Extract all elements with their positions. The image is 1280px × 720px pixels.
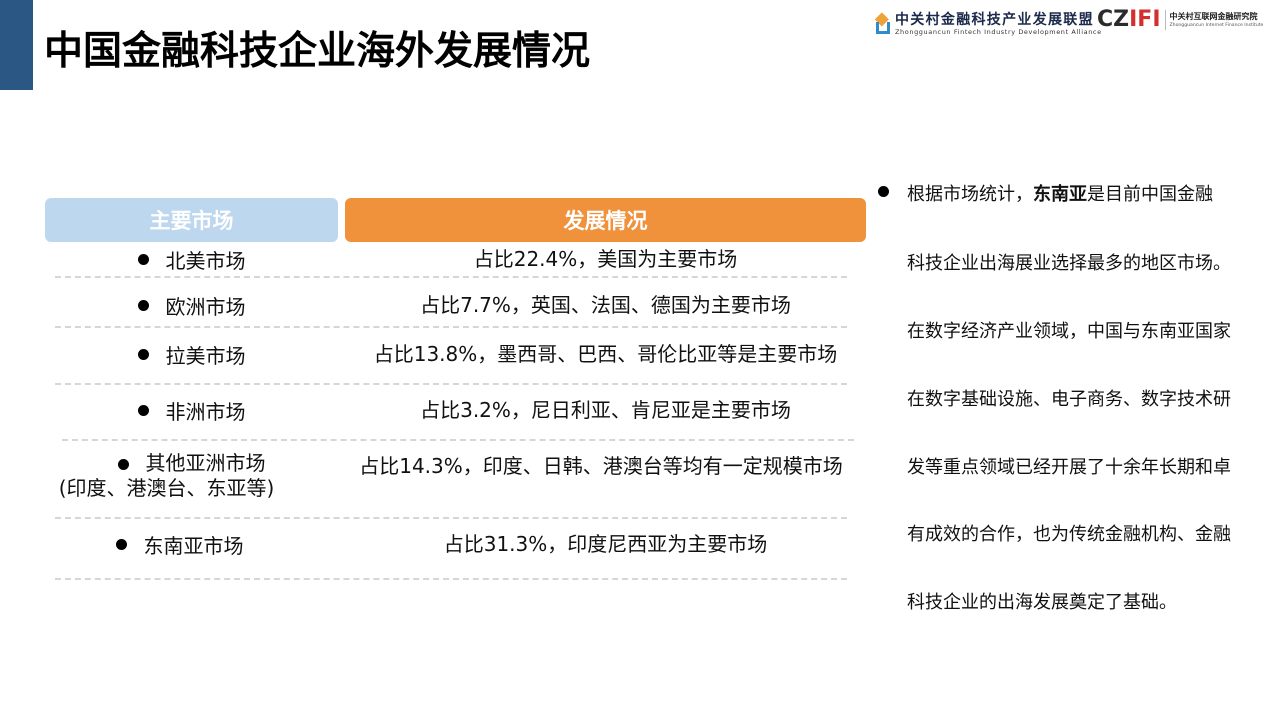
status-cell: 占比13.8%，墨西哥、巴西、哥伦比亚等是主要市场 bbox=[373, 342, 838, 366]
column-header-market: 主要市场 bbox=[45, 198, 338, 242]
row-divider bbox=[55, 517, 847, 519]
status-cell: 占比7.7%，英国、法国、德国为主要市场 bbox=[420, 293, 791, 317]
row-divider bbox=[62, 439, 854, 441]
title-accent-bar bbox=[0, 0, 33, 90]
institute-name-en: Zhongguancun Internet Finance Institute bbox=[1169, 22, 1264, 28]
summary-line: 在数字经济产业领域，中国与东南亚国家 bbox=[907, 321, 1231, 342]
market-cell: 北美市场 bbox=[45, 244, 338, 274]
bullet-icon bbox=[115, 538, 127, 550]
alliance-logo-icon bbox=[874, 12, 892, 35]
market-cell: 非洲市场 bbox=[45, 395, 338, 425]
row-divider bbox=[55, 578, 847, 580]
summary-line: 根据市场统计，东南亚是目前中国金融 bbox=[907, 184, 1213, 205]
czifi-logo-mark: CZIFI bbox=[1097, 7, 1161, 32]
row-divider bbox=[55, 276, 847, 278]
bullet-icon bbox=[878, 186, 889, 197]
status-cell: 占比14.3%，印度、日韩、港澳台等均有一定规模市场 bbox=[359, 454, 843, 478]
summary-line: 科技企业的出海发展奠定了基础。 bbox=[907, 592, 1177, 613]
market-label: 非洲市场 bbox=[165, 399, 246, 424]
summary-line: 科技企业出海展业选择最多的地区市场。 bbox=[907, 253, 1231, 274]
market-cell: 其他亚洲市场 (印度、港澳台、东亚等) bbox=[45, 451, 338, 501]
bullet-icon bbox=[137, 404, 149, 416]
column-header-status: 发展情况 bbox=[345, 198, 866, 242]
market-label: 北美市场 bbox=[165, 248, 246, 273]
alliance-name-en: Zhongguancun Fintech Industry Developmen… bbox=[895, 27, 1102, 36]
market-sublabel: (印度、港澳台、东亚等) bbox=[58, 476, 275, 500]
row-divider bbox=[55, 383, 847, 385]
bullet-icon bbox=[117, 459, 129, 470]
market-cell: 东南亚市场 bbox=[33, 529, 326, 559]
summary-line: 发等重点领域已经开展了十余年长期和卓 bbox=[907, 457, 1231, 478]
market-label: 拉美市场 bbox=[165, 343, 246, 368]
institute-name-cn: 中关村互联网金融研究院 bbox=[1169, 11, 1258, 21]
market-cell: 拉美市场 bbox=[45, 339, 338, 369]
market-label: 欧洲市场 bbox=[165, 294, 246, 319]
institute-logo: CZIFI 中关村互联网金融研究院 Zhongguancun Internet … bbox=[1097, 8, 1263, 32]
market-label: 东南亚市场 bbox=[143, 533, 244, 558]
summary-line: 在数字基础设施、电子商务、数字技术研 bbox=[907, 389, 1231, 410]
status-cell: 占比31.3%，印度尼西亚为主要市场 bbox=[443, 532, 768, 556]
market-label: 其他亚洲市场 bbox=[145, 451, 266, 475]
alliance-logo: 中关村金融科技产业发展联盟 Zhongguancun Fintech Indus… bbox=[874, 8, 1102, 40]
summary-line: 有成效的合作，也为传统金融机构、金融 bbox=[907, 524, 1231, 545]
bullet-icon bbox=[137, 299, 149, 311]
market-cell: 欧洲市场 bbox=[45, 290, 338, 320]
bullet-icon bbox=[137, 253, 149, 265]
alliance-name-cn: 中关村金融科技产业发展联盟 bbox=[895, 11, 1094, 28]
highlight-region: 东南亚 bbox=[1033, 184, 1087, 205]
bullet-icon bbox=[137, 348, 149, 360]
logo-divider bbox=[1164, 10, 1166, 30]
row-divider bbox=[55, 326, 847, 328]
status-cell: 占比3.2%，尼日利亚、肯尼亚是主要市场 bbox=[420, 398, 791, 422]
status-cell: 占比22.4%，美国为主要市场 bbox=[473, 247, 738, 271]
page-title: 中国金融科技企业海外发展情况 bbox=[44, 29, 591, 74]
